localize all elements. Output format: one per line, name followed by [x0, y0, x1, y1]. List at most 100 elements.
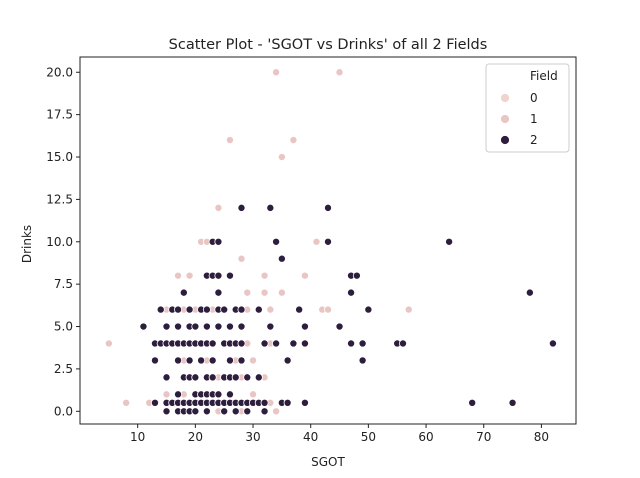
data-point-field-2	[237, 203, 246, 212]
data-point-field-2	[231, 373, 240, 382]
data-point-field-1	[104, 339, 113, 348]
data-point-field-2	[150, 398, 159, 407]
data-point-field-2	[237, 356, 246, 365]
x-tick-label: 30	[245, 430, 260, 444]
legend-items: 0 1 2	[500, 91, 538, 147]
legend-label-2: 2	[530, 133, 538, 147]
y-tick-label: 10.0	[46, 235, 73, 249]
data-point-field-2	[225, 356, 234, 365]
data-point-field-2	[214, 288, 223, 297]
x-tick-label: 10	[130, 430, 145, 444]
legend-label-0: 0	[530, 91, 538, 105]
data-point-field-2	[358, 356, 367, 365]
data-point-field-2	[185, 356, 194, 365]
data-point-field-1	[122, 398, 131, 407]
data-point-field-2	[364, 305, 373, 314]
data-point-field-2	[272, 339, 281, 348]
data-point-field-2	[179, 288, 188, 297]
y-tick-label: 12.5	[46, 192, 73, 206]
data-point-field-2	[347, 339, 356, 348]
data-point-field-2	[174, 356, 183, 365]
data-point-field-2	[214, 271, 223, 280]
data-point-field-1	[272, 68, 281, 77]
data-point-field-2	[225, 390, 234, 399]
y-tick-label: 0.0	[54, 404, 73, 418]
data-point-field-2	[548, 339, 557, 348]
data-point-field-2	[525, 288, 534, 297]
data-point-field-2	[185, 305, 194, 314]
x-axis-ticks: 10 20 30 40 50 60 70 80	[130, 424, 549, 444]
data-point-field-2	[352, 271, 361, 280]
data-point-field-2	[260, 398, 269, 407]
y-tick-label: 20.0	[46, 65, 73, 79]
data-point-field-2	[266, 322, 275, 331]
data-point-field-2	[289, 339, 298, 348]
data-point-field-2	[347, 288, 356, 297]
data-point-field-2	[237, 322, 246, 331]
data-point-field-1	[260, 288, 269, 297]
x-tick-label: 70	[476, 430, 491, 444]
data-point-field-2	[214, 237, 223, 246]
y-tick-label: 17.5	[46, 108, 73, 122]
y-tick-label: 15.0	[46, 150, 73, 164]
data-point-field-1	[249, 356, 258, 365]
data-point-field-2	[300, 322, 309, 331]
plot-area	[79, 56, 577, 425]
data-point-field-1	[300, 271, 309, 280]
data-point-field-1	[237, 254, 246, 263]
legend-marker-2	[500, 135, 510, 145]
data-point-field-2	[260, 339, 269, 348]
data-point-field-2	[139, 322, 148, 331]
x-tick-label: 20	[188, 430, 203, 444]
data-point-field-2	[237, 339, 246, 348]
data-point-field-2	[202, 407, 211, 416]
data-point-field-2	[243, 373, 252, 382]
x-tick-label: 40	[303, 430, 318, 444]
data-point-field-2	[208, 356, 217, 365]
data-point-field-1	[266, 305, 275, 314]
data-point-field-2	[237, 305, 246, 314]
data-point-field-2	[323, 237, 332, 246]
data-point-field-2	[208, 339, 217, 348]
data-point-field-2	[254, 373, 263, 382]
data-point-field-2	[191, 407, 200, 416]
data-point-field-1	[185, 271, 194, 280]
data-point-field-2	[272, 237, 281, 246]
data-point-field-2	[191, 322, 200, 331]
data-point-field-2	[508, 398, 517, 407]
data-point-field-1	[312, 237, 321, 246]
x-axis-label: SGOT	[311, 455, 345, 469]
data-point-field-2	[254, 305, 263, 314]
data-point-field-2	[277, 254, 286, 263]
data-point-field-2	[266, 203, 275, 212]
data-point-field-2	[300, 339, 309, 348]
data-point-field-2	[162, 373, 171, 382]
data-point-field-1	[277, 153, 286, 162]
data-point-field-2	[225, 271, 234, 280]
data-point-field-2	[191, 373, 200, 382]
data-point-field-1	[243, 288, 252, 297]
legend-title: Field	[530, 69, 558, 83]
data-point-field-1	[249, 390, 258, 399]
data-point-field-2	[202, 322, 211, 331]
y-axis-ticks: 0.0 2.5 5.0 7.5 10.0 12.5 15.0 17.5 20.0	[46, 65, 80, 418]
legend-label-1: 1	[530, 112, 538, 126]
x-tick-label: 80	[534, 430, 549, 444]
y-tick-label: 2.5	[54, 362, 73, 376]
legend-box	[485, 63, 570, 153]
data-point-field-2	[174, 305, 183, 314]
data-point-field-1	[404, 305, 413, 314]
chart-title: Scatter Plot - 'SGOT vs Drinks' of all 2…	[169, 37, 488, 53]
data-point-field-2	[231, 407, 240, 416]
y-tick-label: 7.5	[54, 277, 73, 291]
data-point-field-2	[300, 398, 309, 407]
data-point-field-2	[295, 305, 304, 314]
data-point-field-2	[468, 398, 477, 407]
data-point-field-2	[260, 407, 269, 416]
data-point-field-2	[150, 356, 159, 365]
data-point-field-2	[398, 339, 407, 348]
data-point-field-2	[225, 322, 234, 331]
data-point-field-1	[272, 407, 281, 416]
data-point-field-2	[283, 398, 292, 407]
data-point-field-2	[214, 390, 223, 399]
